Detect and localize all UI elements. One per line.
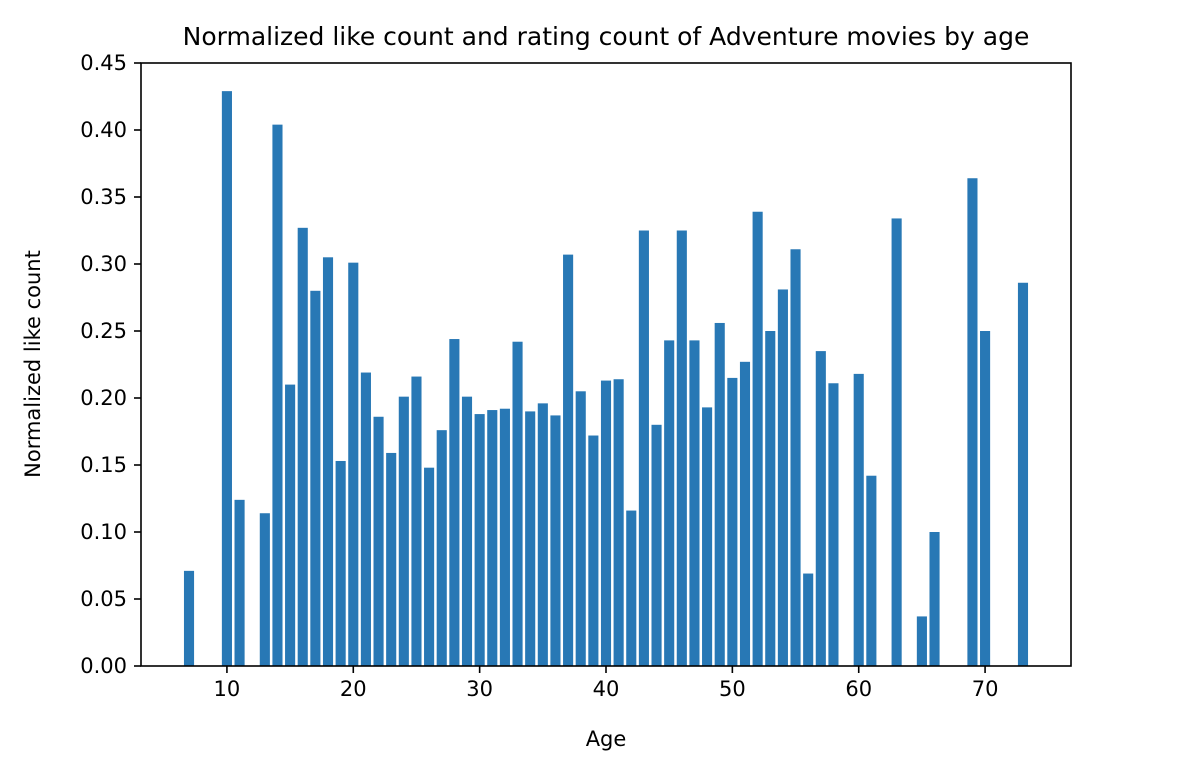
y-tick-label: 0.40 — [80, 118, 127, 142]
bar-age-41 — [613, 379, 624, 666]
bar-age-11 — [234, 499, 245, 666]
bar-age-46 — [676, 230, 687, 666]
bar-age-45 — [664, 340, 675, 666]
x-tick-label: 60 — [845, 677, 872, 701]
bar-age-49 — [714, 322, 725, 666]
bar-age-7 — [183, 570, 195, 666]
bar-age-19 — [335, 460, 346, 666]
x-tick-label: 30 — [466, 677, 493, 701]
bar-age-54 — [777, 289, 788, 666]
bar-age-57 — [815, 351, 826, 666]
y-tick-label: 0.15 — [80, 453, 127, 477]
y-tick-label: 0.25 — [80, 319, 127, 343]
bar-age-10 — [221, 91, 232, 666]
bar-age-36 — [550, 415, 561, 666]
bar-age-32 — [499, 408, 510, 666]
bar-age-20 — [348, 262, 359, 666]
x-tick-label: 10 — [214, 677, 241, 701]
bar-age-21 — [360, 372, 371, 666]
y-tick-label: 0.00 — [80, 654, 127, 678]
bar-age-69 — [967, 178, 978, 667]
x-tick-label: 70 — [972, 677, 999, 701]
bar-age-61 — [866, 475, 877, 666]
bar-age-50 — [727, 377, 738, 666]
bar-age-13 — [259, 513, 270, 666]
bar-age-73 — [1017, 282, 1029, 666]
bar-age-23 — [386, 452, 397, 666]
bar-age-47 — [689, 340, 700, 666]
y-tick-label: 0.30 — [80, 252, 127, 276]
bar-age-22 — [373, 416, 384, 666]
bar-age-14 — [272, 124, 283, 666]
bar-age-31 — [487, 410, 498, 666]
bar-age-28 — [449, 339, 460, 666]
bar-age-51 — [739, 361, 751, 666]
bar-age-15 — [285, 384, 296, 666]
bar-age-70 — [980, 331, 991, 666]
bar-age-66 — [929, 532, 940, 666]
bar-age-18 — [322, 257, 334, 666]
bar-age-43 — [638, 230, 649, 666]
bar-age-42 — [626, 510, 637, 666]
bar-age-56 — [803, 573, 814, 666]
bar-age-35 — [537, 403, 548, 666]
bar-age-55 — [790, 249, 801, 666]
bar-age-25 — [411, 376, 422, 666]
bar-age-27 — [436, 430, 447, 666]
bar-age-26 — [424, 467, 435, 666]
y-tick-label: 0.05 — [80, 587, 127, 611]
bar-age-38 — [575, 391, 586, 666]
x-tick-label: 50 — [719, 677, 746, 701]
bar-age-39 — [588, 435, 599, 666]
bar-age-33 — [512, 341, 523, 666]
chart-title: Normalized like count and rating count o… — [183, 22, 1030, 51]
y-axis-title: Normalized like count — [21, 250, 45, 478]
bar-age-40 — [600, 380, 612, 666]
bar-age-52 — [752, 211, 763, 667]
y-tick-label: 0.10 — [80, 520, 127, 544]
x-axis-title: Age — [586, 727, 627, 751]
bar-age-58 — [828, 383, 839, 666]
bar-age-29 — [461, 396, 473, 666]
x-axis-ticks: 10 20 30 40 50 60 70 — [214, 666, 999, 701]
y-tick-label: 0.20 — [80, 386, 127, 410]
bar-age-37 — [563, 254, 574, 666]
bar-age-63 — [891, 218, 902, 666]
bar-age-24 — [398, 396, 409, 666]
bar-age-44 — [651, 424, 662, 666]
y-tick-label: 0.45 — [80, 51, 127, 75]
y-tick-label: 0.35 — [80, 185, 127, 209]
bars-group — [183, 91, 1029, 667]
y-axis-ticks: 0.00 0.05 0.10 0.15 0.20 0.25 0.30 0.35 0.40 0.45 — [80, 51, 141, 678]
x-tick-label: 40 — [593, 677, 620, 701]
bar-age-34 — [525, 411, 536, 666]
bar-age-30 — [474, 414, 485, 666]
bar-age-17 — [310, 290, 321, 666]
bar-age-48 — [702, 407, 713, 666]
bar-age-60 — [853, 373, 864, 666]
bar-age-65 — [916, 616, 927, 666]
bar-age-16 — [297, 227, 308, 666]
bar-age-53 — [765, 331, 776, 666]
x-tick-label: 20 — [340, 677, 367, 701]
